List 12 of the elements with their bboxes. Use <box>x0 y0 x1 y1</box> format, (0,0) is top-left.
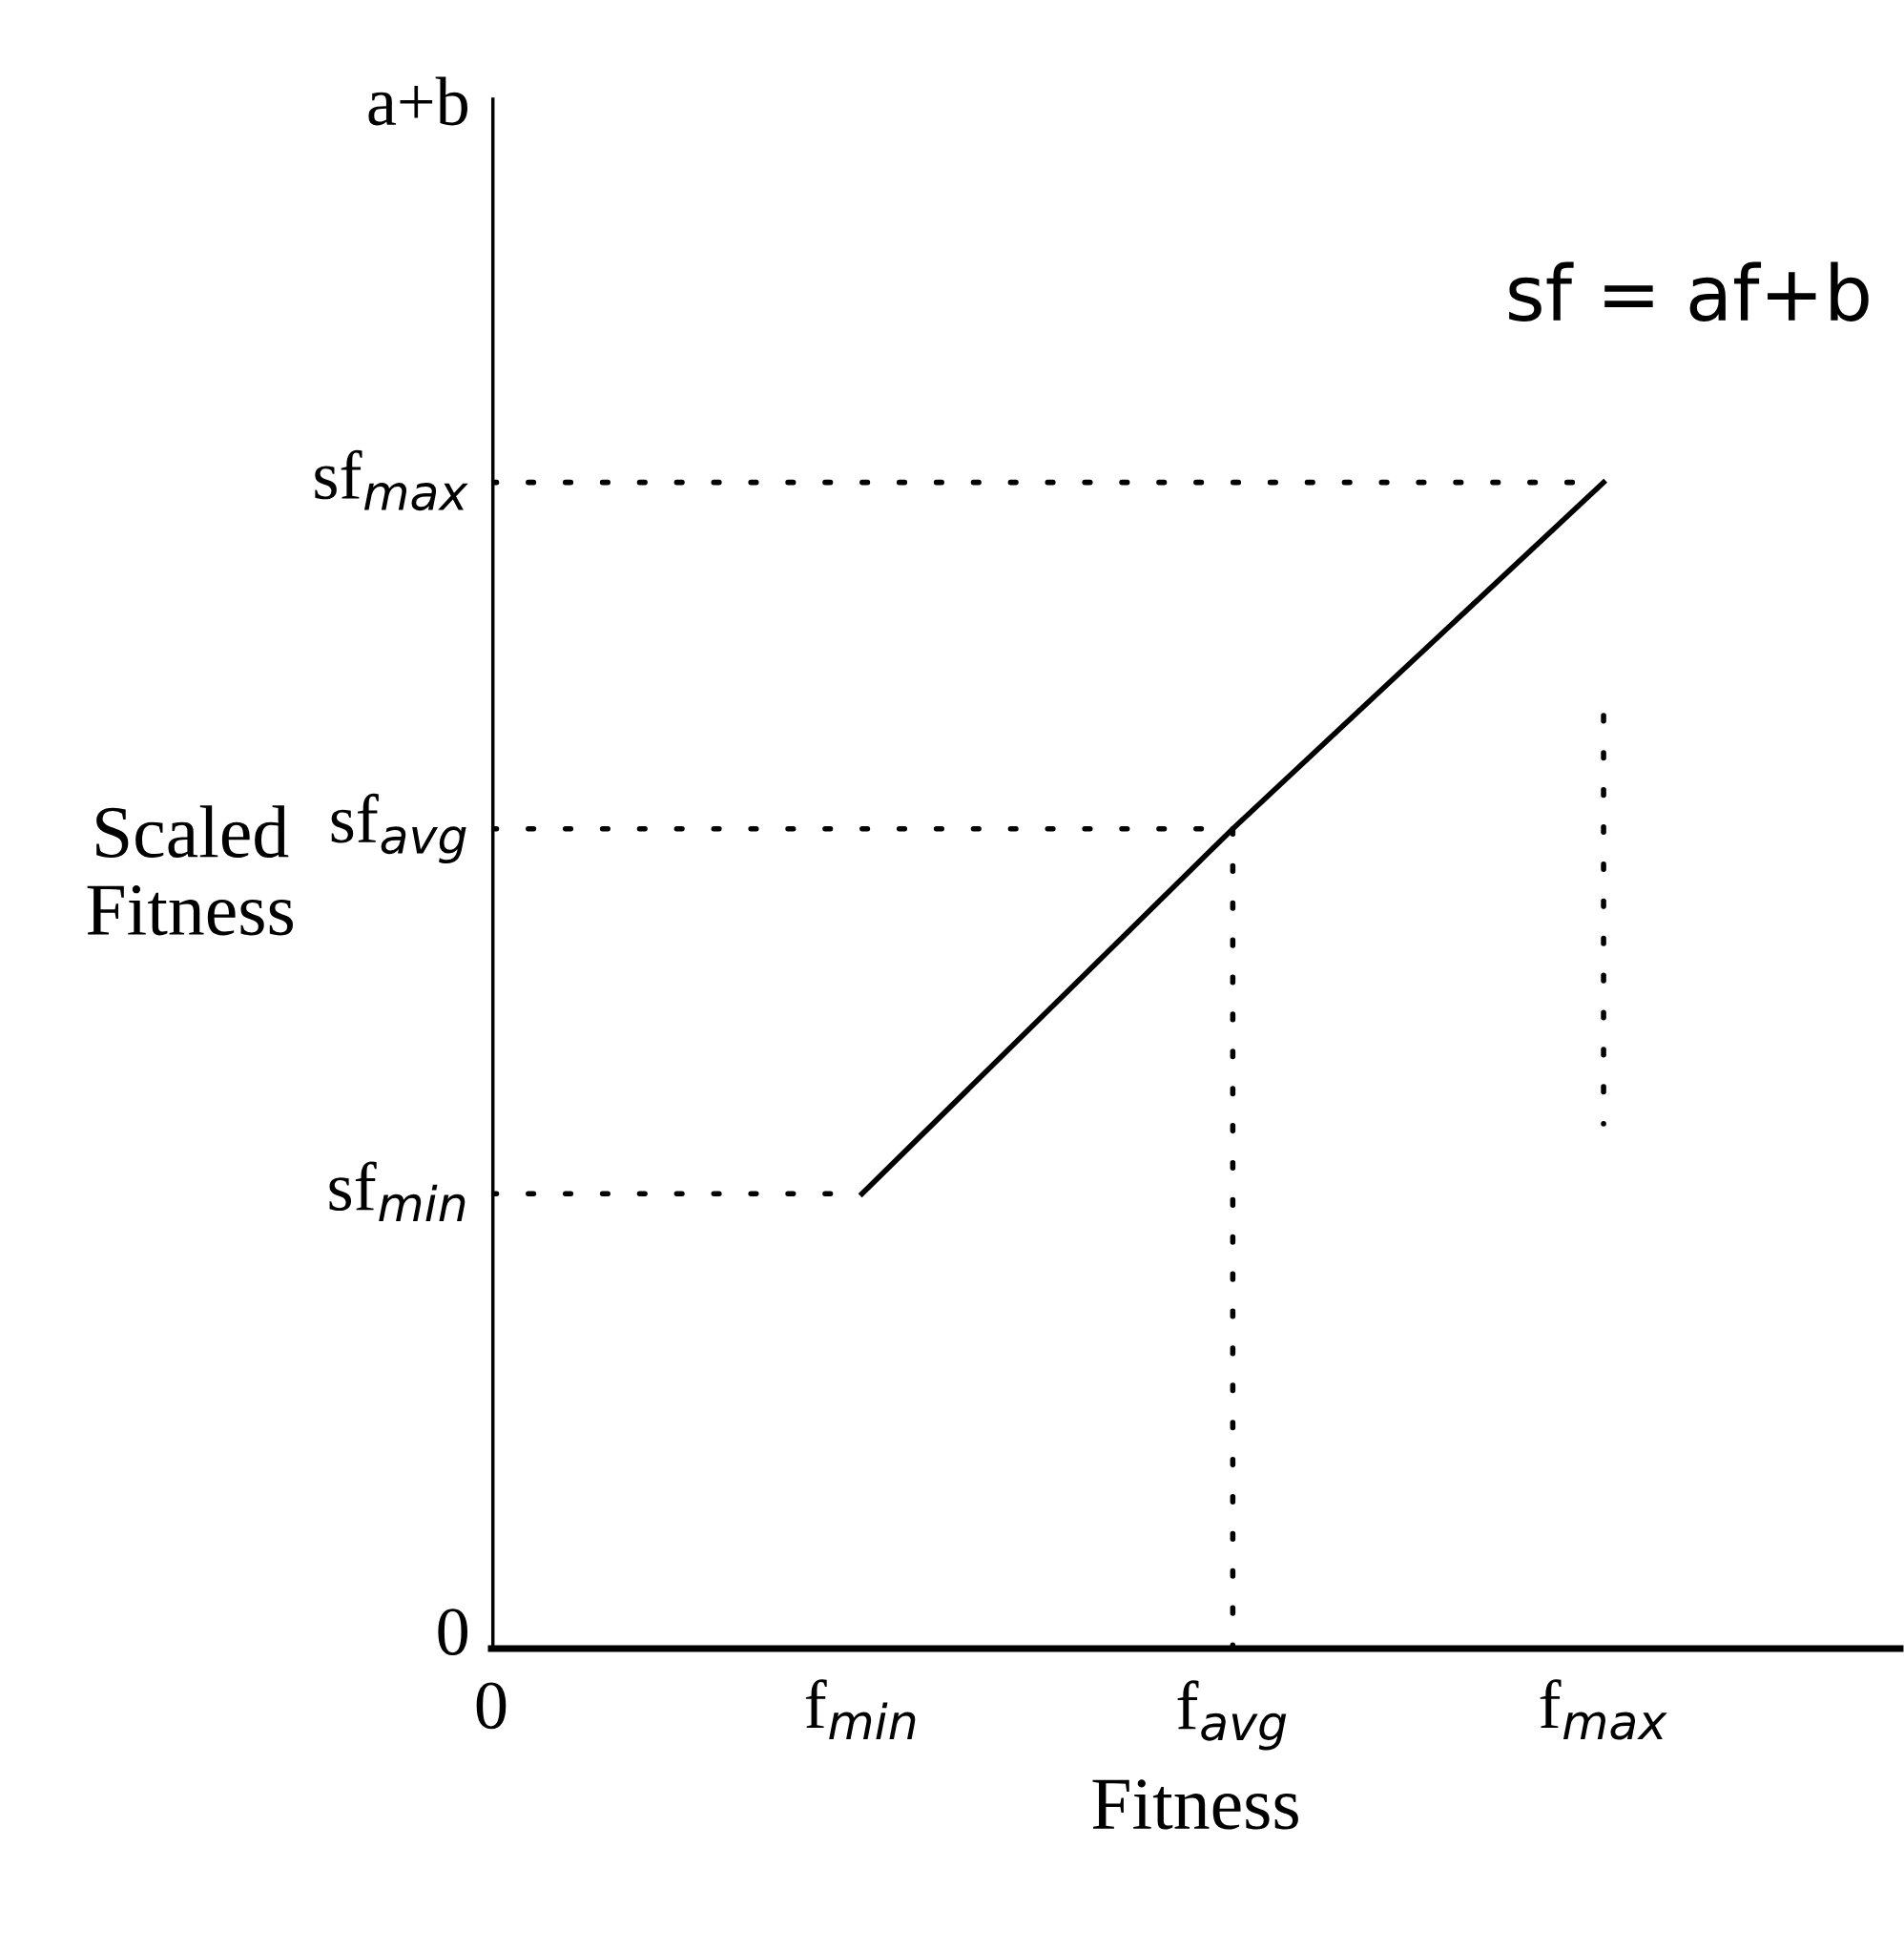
x-tick-label: 0 <box>476 1682 507 1730</box>
annotation: sf$_{avg}$ <box>331 793 466 864</box>
x-tick-label: f$_{min}$ <box>805 1679 916 1739</box>
annotation: sf$_{min}$ <box>329 1161 466 1222</box>
annotation: sf$_{max}$ <box>315 449 468 511</box>
x-tick-label: f$_{avg}$ <box>1177 1680 1287 1751</box>
text: a+b <box>368 76 467 126</box>
text: 0 <box>438 1609 467 1655</box>
x-tick-label: f$_{max}$ <box>1540 1679 1667 1740</box>
text: sf = af+b <box>1509 261 1869 322</box>
y-axis-title: Scaled Fitness <box>87 805 293 936</box>
x-axis-title: Fitness <box>1092 1779 1298 1830</box>
